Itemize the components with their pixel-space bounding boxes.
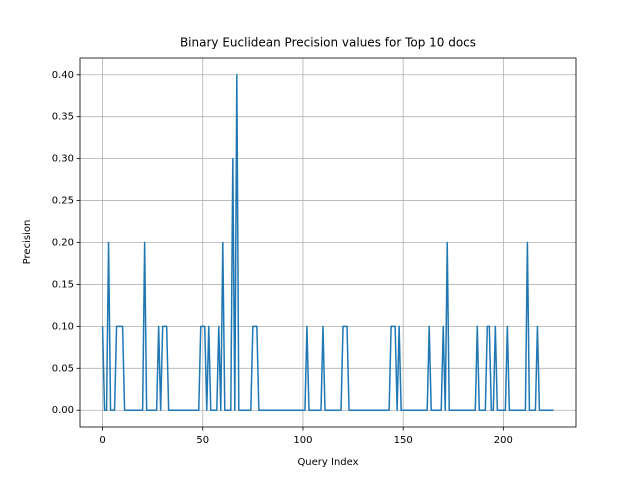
x-tick-label: 0 (99, 435, 105, 446)
y-tick-label: 0.40 (52, 70, 74, 81)
chart-title: Binary Euclidean Precision values for To… (180, 36, 476, 50)
x-tick-label: 100 (293, 435, 312, 446)
y-tick-label: 0.20 (52, 238, 74, 249)
data-line (101, 74, 554, 411)
y-tick-label: 0.30 (52, 154, 74, 165)
y-tick-label: 0.35 (52, 112, 74, 123)
y-tick-label: 0.25 (52, 196, 74, 207)
y-tick-label: 0.05 (52, 363, 74, 374)
y-axis-label: Precision (22, 220, 33, 265)
x-tick-label: 200 (494, 435, 513, 446)
x-axis-label: Query Index (297, 457, 358, 468)
y-tick-label: 0.00 (52, 405, 74, 416)
x-tick-label: 150 (394, 435, 413, 446)
y-tick-label: 0.15 (52, 279, 74, 290)
plot-frame (79, 57, 577, 428)
x-tick-label: 50 (196, 435, 209, 446)
y-tick-label: 0.10 (52, 321, 74, 332)
